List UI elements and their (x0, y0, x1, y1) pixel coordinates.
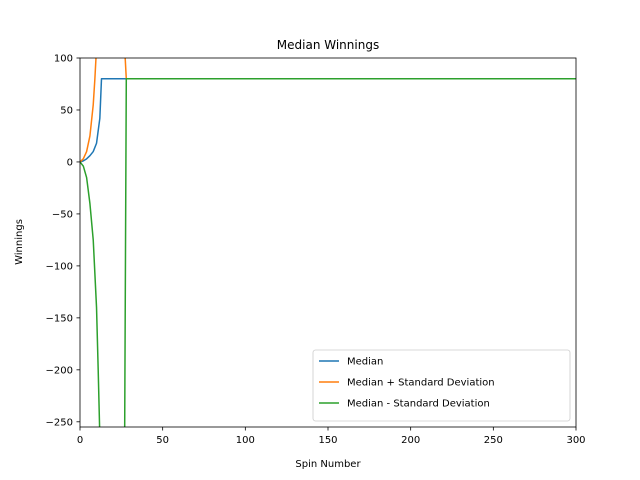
y-tick-label: −200 (46, 365, 73, 376)
series-line-1 (80, 58, 576, 163)
legend-label-2: Median - Standard Deviation (347, 399, 490, 410)
y-tick-label: −250 (46, 417, 73, 428)
series-line-2 (80, 78, 576, 427)
y-tick-label: 0 (67, 157, 73, 168)
y-tick-label: 50 (60, 105, 73, 116)
y-tick-label: 100 (54, 54, 73, 65)
x-tick-label: 100 (236, 435, 255, 446)
y-axis-ticks: 100 50 0 −50 −100 −150 −200 −250 (46, 54, 80, 428)
legend: Median Median + Standard Deviation Median … (312, 349, 571, 422)
series-layer (80, 58, 576, 427)
x-tick-label: 300 (566, 435, 585, 446)
x-axis-ticks: 0 50 100 150 200 250 300 (77, 427, 586, 446)
x-tick-label: 0 (77, 435, 83, 446)
legend-label-0: Median (347, 357, 383, 368)
x-axis-title: Spin Number (295, 459, 361, 470)
series-line-0 (80, 78, 576, 163)
legend-label-1: Median + Standard Deviation (347, 378, 495, 389)
x-tick-label: 200 (401, 435, 420, 446)
y-axis-title: Winnings (14, 219, 25, 265)
x-tick-label: 150 (318, 435, 337, 446)
y-tick-label: −100 (46, 261, 73, 272)
x-tick-label: 50 (156, 435, 169, 446)
legend-box (312, 349, 571, 422)
y-tick-label: −150 (46, 313, 73, 324)
y-tick-label: −50 (52, 209, 73, 220)
chart-title: Median Winnings (277, 38, 379, 52)
x-tick-label: 250 (484, 435, 503, 446)
